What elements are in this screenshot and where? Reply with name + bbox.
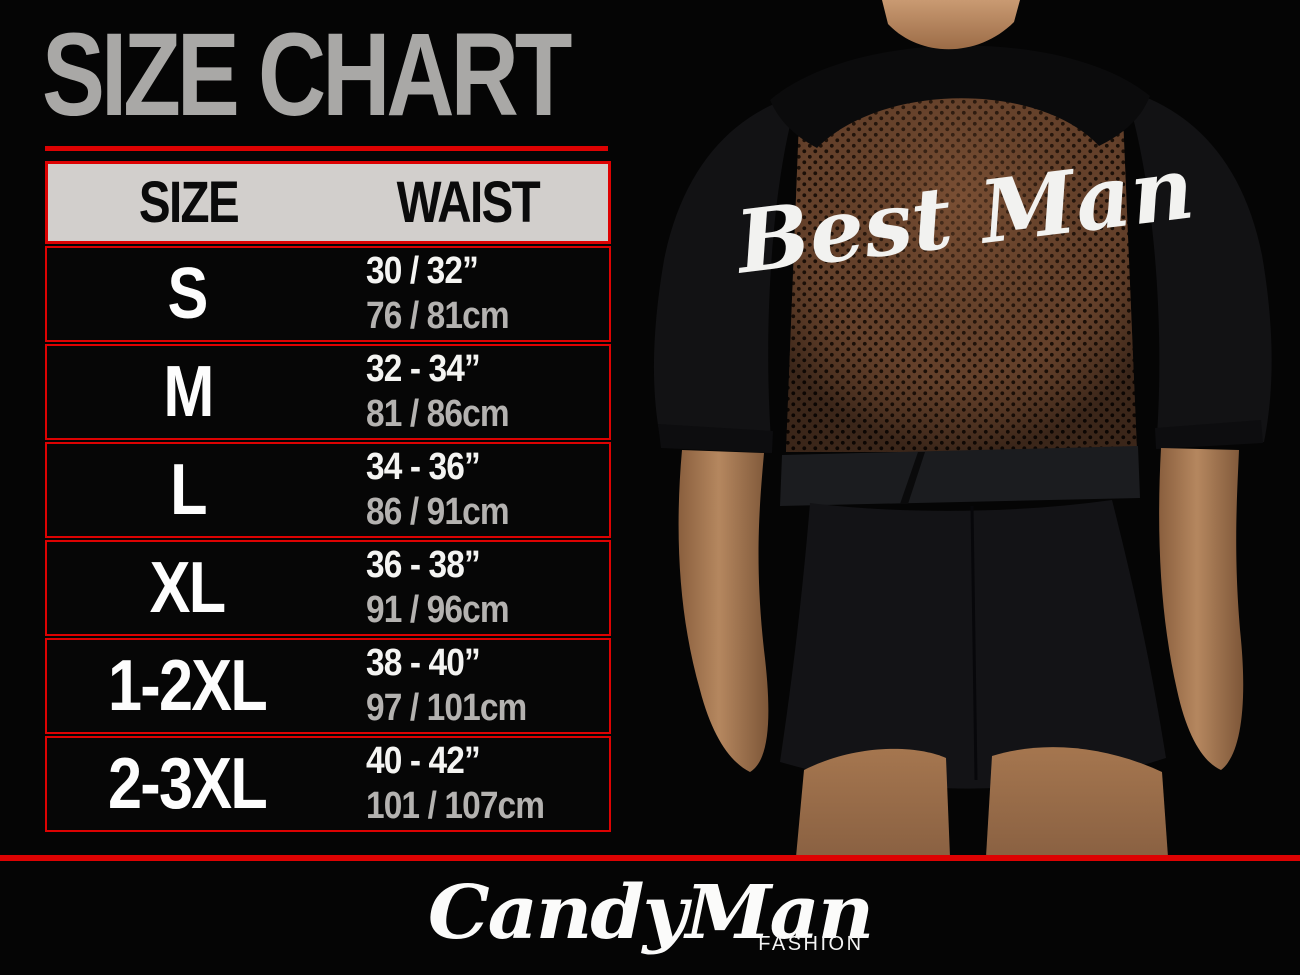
waist-cm: 101 / 107cm <box>366 785 545 827</box>
waist-belt <box>780 446 1140 506</box>
waist-inches: 34 - 36” <box>366 446 481 488</box>
size-label: M <box>162 352 214 432</box>
brand-name: CandyMan <box>427 870 874 956</box>
size-label: XL <box>150 548 227 628</box>
size-label: L <box>169 450 207 530</box>
left-sleeve <box>653 95 798 453</box>
belt-fold <box>900 452 925 504</box>
waist-cm: 86 / 91cm <box>366 491 510 533</box>
waist-cm: 81 / 86cm <box>366 393 510 435</box>
brand-logo: CandyMan FASHION <box>428 870 874 956</box>
robe-collar <box>770 45 1150 148</box>
model-neck <box>882 0 1020 50</box>
waist-inches: 36 - 38” <box>366 544 481 586</box>
product-photo: Best Man <box>653 0 1272 857</box>
size-table: SIZE WAIST S 30 / 32” 76 / 81cm M 32 - 3… <box>45 161 611 832</box>
brand-tagline: FASHION <box>758 933 864 955</box>
right-forearm <box>1159 448 1244 770</box>
waist-cell: 38 - 40” 97 / 101cm <box>328 641 609 731</box>
page-title-text: SIZE CHART <box>42 9 572 141</box>
table-row-s: S 30 / 32” 76 / 81cm <box>45 246 611 342</box>
waist-inches: 32 - 34” <box>366 348 481 390</box>
table-row-m: M 32 - 34” 81 / 86cm <box>45 344 611 440</box>
left-forearm <box>678 450 769 772</box>
waist-inches: 38 - 40” <box>366 642 481 684</box>
mesh-shading <box>786 62 1137 452</box>
size-label: 1-2XL <box>108 646 268 726</box>
right-cuff <box>1155 420 1263 449</box>
waist-inches: 30 / 32” <box>366 250 479 292</box>
waist-cell: 30 / 32” 76 / 81cm <box>328 249 609 339</box>
table-row-1-2xl: 1-2XL 38 - 40” 97 / 101cm <box>45 638 611 734</box>
waist-cell: 40 - 42” 101 / 107cm <box>328 739 609 829</box>
table-row-xl: XL 36 - 38” 91 / 96cm <box>45 540 611 636</box>
column-header-size: SIZE <box>138 170 239 235</box>
waist-cell: 32 - 34” 81 / 86cm <box>328 347 609 437</box>
size-label: 2-3XL <box>108 744 268 824</box>
bottom-divider <box>0 855 1300 861</box>
skirt-seam <box>970 505 978 781</box>
waist-cm: 91 / 96cm <box>366 589 510 631</box>
column-header-waist: WAIST <box>396 170 541 235</box>
waist-cm: 76 / 81cm <box>366 295 510 337</box>
waist-inches: 40 - 42” <box>366 740 481 782</box>
title-underline <box>45 146 608 151</box>
waist-cell: 34 - 36” 86 / 91cm <box>328 445 609 535</box>
table-row-l: L 34 - 36” 86 / 91cm <box>45 442 611 538</box>
left-leg <box>796 748 950 857</box>
right-leg <box>986 747 1168 857</box>
page-title: SIZE CHART <box>42 10 700 146</box>
size-label: S <box>167 254 209 334</box>
waist-cell: 36 - 38” 91 / 96cm <box>328 543 609 633</box>
size-table-header: SIZE WAIST <box>45 161 611 244</box>
left-cuff <box>658 424 773 453</box>
right-sleeve <box>1125 90 1272 449</box>
waist-cm: 97 / 101cm <box>366 687 527 729</box>
table-row-2-3xl: 2-3XL 40 - 42” 101 / 107cm <box>45 736 611 832</box>
